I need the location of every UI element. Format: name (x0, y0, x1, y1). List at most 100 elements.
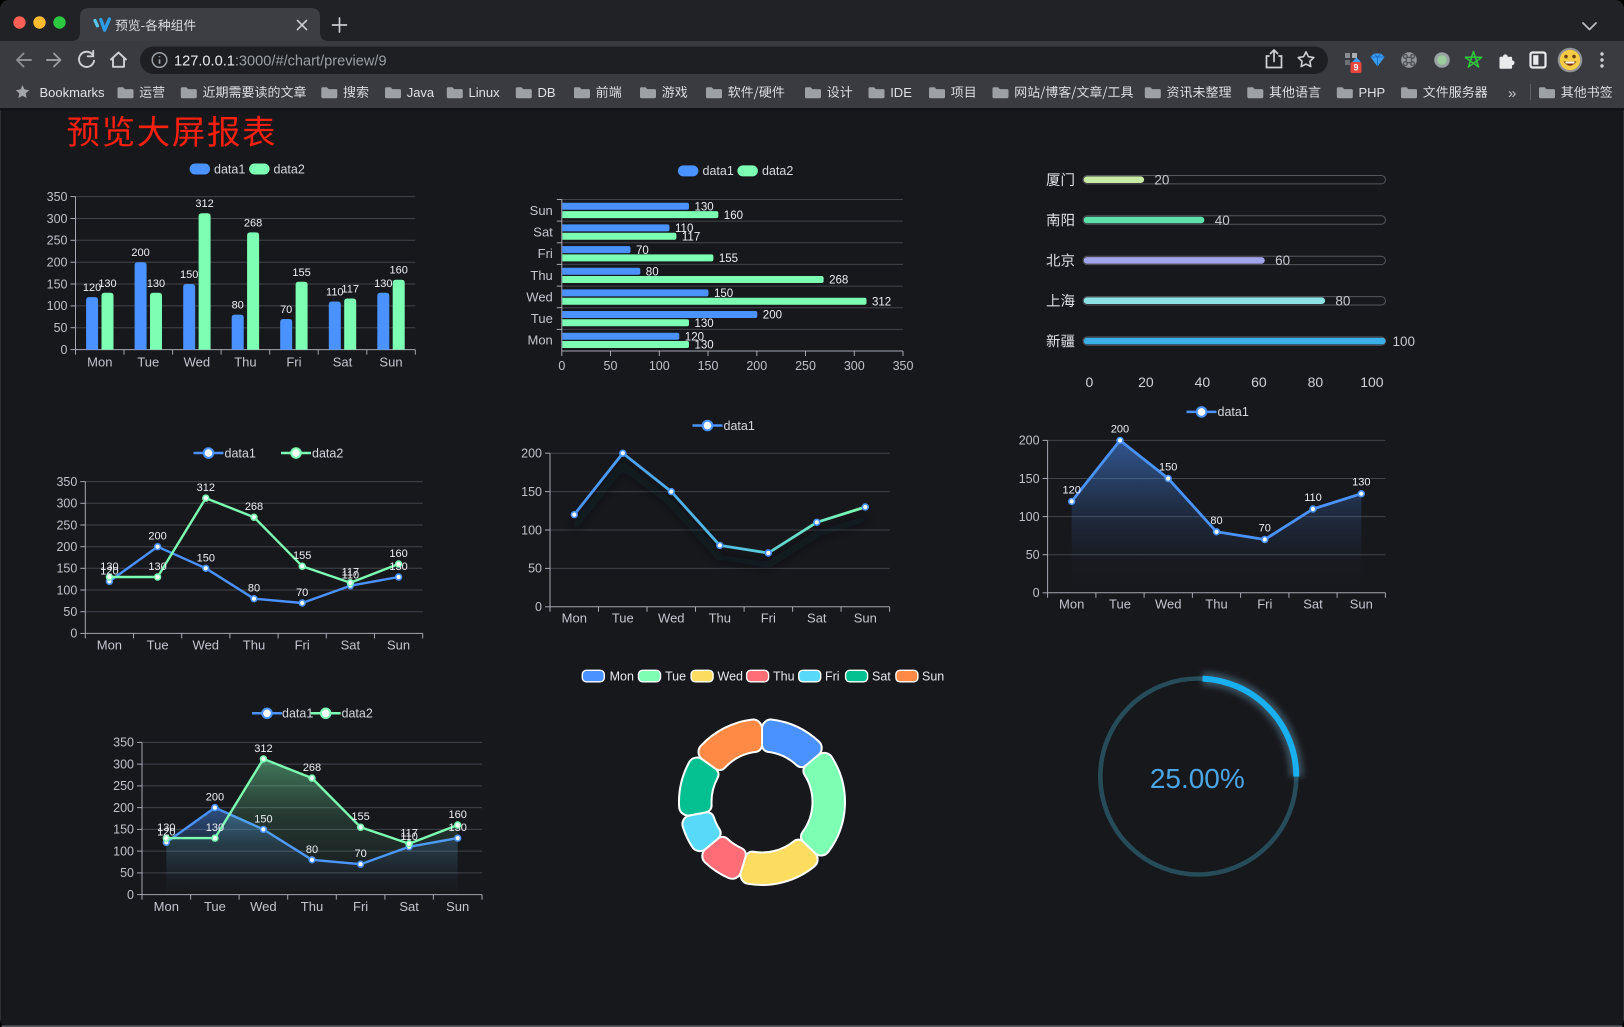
svg-text:Mon: Mon (154, 899, 179, 914)
svg-text:160: 160 (724, 210, 743, 222)
svg-text:80: 80 (306, 844, 318, 856)
svg-text:300: 300 (47, 212, 68, 226)
svg-text:312: 312 (195, 198, 213, 210)
svg-text:127.0.0.1:3000/#/chart/preview: 127.0.0.1:3000/#/chart/preview/9 (174, 53, 387, 69)
svg-text:80: 80 (646, 266, 659, 278)
svg-text:200: 200 (763, 310, 782, 322)
svg-text:40: 40 (1215, 213, 1230, 228)
svg-text:120: 120 (100, 565, 118, 577)
svg-text:data2: data2 (762, 164, 793, 178)
svg-text:DB: DB (538, 85, 556, 100)
svg-text:350: 350 (47, 190, 68, 204)
svg-text:100: 100 (1360, 374, 1384, 390)
svg-text:Sat: Sat (341, 638, 361, 653)
svg-text:350: 350 (893, 359, 914, 373)
svg-text:0: 0 (1086, 374, 1094, 390)
svg-text:130: 130 (147, 278, 165, 290)
svg-text:150: 150 (180, 269, 198, 281)
svg-text:Fri: Fri (538, 246, 553, 261)
svg-text:Sat: Sat (533, 225, 553, 240)
svg-text:Sun: Sun (922, 670, 944, 684)
svg-text:Mon: Mon (610, 670, 634, 684)
svg-text:»: » (1508, 85, 1516, 102)
svg-text:120: 120 (1063, 484, 1081, 496)
svg-text:100: 100 (649, 359, 670, 373)
svg-text:Bookmarks: Bookmarks (40, 85, 106, 100)
svg-text:117: 117 (682, 231, 700, 243)
svg-text:110: 110 (675, 223, 693, 235)
svg-text:Thu: Thu (709, 611, 731, 626)
svg-text:100: 100 (56, 583, 77, 597)
svg-text:Wed: Wed (1155, 597, 1182, 612)
svg-text:200: 200 (521, 447, 542, 461)
svg-text:350: 350 (56, 475, 77, 489)
svg-text:110: 110 (1304, 492, 1322, 504)
svg-text:300: 300 (844, 359, 865, 373)
svg-text:Sun: Sun (854, 611, 877, 626)
svg-text:268: 268 (303, 762, 321, 774)
svg-text:130: 130 (695, 318, 714, 330)
svg-text:312: 312 (254, 743, 272, 755)
svg-text:150: 150 (698, 359, 719, 373)
svg-text:110: 110 (400, 831, 418, 843)
svg-text:Thu: Thu (1205, 597, 1227, 612)
svg-text:50: 50 (604, 359, 618, 373)
svg-text:data1: data1 (1218, 405, 1249, 419)
svg-text:110: 110 (342, 570, 360, 582)
svg-text:Thu: Thu (243, 638, 265, 653)
svg-text:300: 300 (113, 757, 134, 771)
svg-text:Wed: Wed (193, 638, 220, 653)
svg-text:Fri: Fri (353, 899, 368, 914)
svg-text:130: 130 (389, 561, 407, 573)
svg-text:130: 130 (148, 561, 166, 573)
svg-text:Wed: Wed (184, 355, 211, 370)
svg-text:Sun: Sun (1350, 597, 1373, 612)
svg-text:Tue: Tue (612, 611, 634, 626)
svg-text:120: 120 (685, 331, 704, 343)
svg-text:0: 0 (70, 627, 77, 641)
svg-text:130: 130 (449, 822, 467, 834)
svg-text:Fri: Fri (825, 670, 840, 684)
svg-text:120: 120 (157, 826, 175, 838)
svg-text:Mon: Mon (87, 355, 112, 370)
svg-text:100: 100 (1393, 334, 1416, 349)
svg-text:268: 268 (244, 217, 262, 229)
svg-text:Sun: Sun (446, 899, 469, 914)
svg-text:9: 9 (1353, 63, 1358, 73)
svg-text:312: 312 (872, 296, 891, 308)
svg-text:Mon: Mon (97, 638, 122, 653)
svg-text:130: 130 (206, 822, 224, 834)
svg-text:data2: data2 (312, 446, 343, 460)
svg-text:Sun: Sun (379, 355, 402, 370)
svg-text:117: 117 (342, 567, 360, 579)
svg-text:155: 155 (719, 253, 738, 265)
svg-text:Tue: Tue (137, 355, 159, 370)
svg-text:Thu: Thu (530, 268, 552, 283)
svg-text:80: 80 (1210, 515, 1222, 527)
svg-text:100: 100 (113, 844, 134, 858)
svg-text:100: 100 (1019, 510, 1040, 524)
svg-text:Sun: Sun (530, 203, 553, 218)
svg-text:268: 268 (245, 501, 263, 513)
svg-text:data1: data1 (703, 164, 734, 178)
svg-text:150: 150 (197, 552, 215, 564)
svg-text:Tue: Tue (204, 899, 226, 914)
svg-text:155: 155 (351, 811, 369, 823)
svg-text:0: 0 (127, 888, 134, 902)
svg-text:0: 0 (61, 343, 68, 357)
svg-text:130: 130 (695, 202, 714, 214)
svg-text:100: 100 (521, 523, 542, 537)
svg-text:data1: data1 (214, 162, 245, 176)
svg-text:200: 200 (47, 256, 68, 270)
svg-text:20: 20 (1154, 173, 1169, 188)
svg-text:150: 150 (1159, 462, 1177, 474)
svg-text:150: 150 (521, 485, 542, 499)
svg-text:Sat: Sat (872, 670, 891, 684)
svg-text:80: 80 (1335, 294, 1350, 309)
svg-text:Tue: Tue (147, 638, 169, 653)
svg-text:Fri: Fri (286, 355, 301, 370)
svg-text:Fri: Fri (295, 638, 310, 653)
svg-text:Mon: Mon (1059, 597, 1084, 612)
svg-text:50: 50 (1026, 548, 1040, 562)
svg-text:268: 268 (829, 275, 848, 287)
